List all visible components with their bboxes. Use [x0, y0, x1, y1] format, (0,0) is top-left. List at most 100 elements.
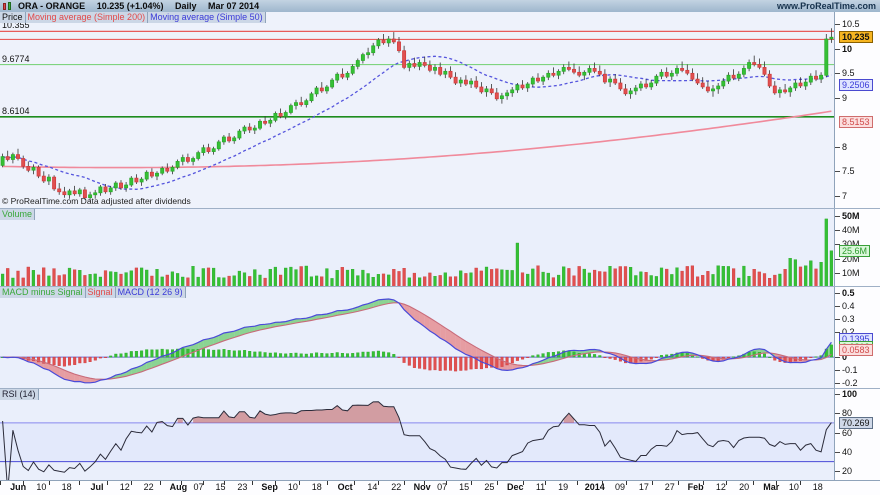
date-tick-mark	[576, 481, 578, 485]
axis-value-badge: 9.2506	[839, 79, 873, 92]
date-tick-mark	[625, 481, 627, 485]
axis-tick	[835, 471, 840, 473]
date-tick-mark	[251, 481, 253, 485]
date-tick-label: Jul	[90, 482, 104, 492]
axis-tick-label: 20M	[842, 253, 860, 264]
macd-plot-area[interactable]	[0, 287, 834, 388]
last-price: 10.235 (+1.04%)	[96, 1, 164, 11]
date-tick-label: 22	[391, 482, 402, 492]
legend-macd-line[interactable]: MACD (12 26 9)	[115, 287, 186, 298]
price-line-label: 8.6104	[1, 105, 31, 116]
date-tick-label: 09	[614, 482, 626, 492]
legend-volume[interactable]: Volume	[0, 209, 36, 220]
date-tick-label: 07	[193, 482, 204, 492]
date-tick-mark	[726, 481, 728, 485]
volume-panel: Volume 50M 40M 30M 20M 10M 25.6M	[0, 208, 880, 286]
date-tick-mark	[106, 481, 108, 485]
axis-tick	[835, 413, 840, 415]
date-tick-mark	[404, 481, 406, 485]
date-tick-mark	[48, 481, 50, 485]
axis-tick	[835, 272, 840, 274]
date-tick-mark	[799, 481, 801, 485]
chart-canvas	[0, 209, 834, 286]
copyright-note: © ProRealTime.com Data adjusted after di…	[2, 196, 191, 206]
price-axis[interactable]: 10.5 10 9.5 9 8 7.5 7 10.235 9.2506 8.5153	[834, 12, 880, 208]
axis-tick-label: 0.3	[842, 313, 855, 324]
chart-canvas	[0, 12, 834, 208]
axis-tick	[835, 258, 840, 260]
instrument-symbol: ORA - ORANGE	[18, 1, 86, 11]
timeframe-label: Daily	[175, 1, 197, 11]
axis-tick-label: 9	[842, 92, 848, 103]
date-tick-mark	[79, 481, 80, 485]
legend-price[interactable]: Price	[0, 12, 26, 23]
date-tick-mark	[298, 481, 300, 485]
axis-tick	[835, 306, 840, 308]
axis-tick	[835, 195, 840, 197]
axis-tick-label: 10M	[842, 267, 860, 278]
date-tick-label: Dec	[507, 482, 524, 492]
date-tick-label: 20	[739, 482, 750, 492]
axis-value-badge: 25.6M	[839, 244, 871, 257]
axis-tick-label: 0.2	[842, 326, 855, 337]
axis-tick	[835, 48, 840, 50]
date-tick-mark	[545, 481, 547, 485]
date-tick-label: 10	[287, 482, 298, 492]
axis-tick-label: 0	[842, 352, 848, 363]
date-tick-mark	[23, 481, 25, 485]
date-axis[interactable]: Jun 10 18 Jul 12 22 Aug 07 15 23 Sep 10 18 Oct 14 22 Nov…	[0, 480, 880, 495]
date-tick-label: 15	[215, 482, 226, 492]
date-tick-label: 18	[311, 482, 322, 492]
date-tick-mark	[702, 481, 704, 485]
date-tick-label: Aug	[169, 482, 188, 492]
axis-tick-label: 60	[842, 427, 853, 438]
rsi-axis[interactable]: 100 80 60 40 20 70.269	[834, 389, 880, 480]
date-tick-label: 15	[459, 482, 470, 492]
date-tick-mark	[651, 481, 653, 485]
axis-tick	[835, 73, 840, 75]
date-tick-mark	[471, 481, 473, 485]
axis-tick-label: 20	[842, 466, 853, 477]
rsi-plot-area[interactable]	[0, 389, 834, 480]
axis-tick-label: 0.5	[842, 288, 855, 299]
legend-ma200[interactable]: Moving average (Simple 200)	[25, 12, 149, 23]
axis-tick-label: 50M	[842, 211, 860, 222]
legend-rsi[interactable]: RSI (14)	[0, 389, 39, 400]
legend-macd-signal[interactable]: Signal	[85, 287, 116, 298]
date-tick-label: 2014	[584, 482, 605, 492]
legend-macd-hist[interactable]: MACD minus Signal	[0, 287, 86, 298]
axis-tick	[835, 293, 840, 295]
axis-tick	[835, 357, 840, 359]
date-tick-mark	[160, 481, 162, 485]
axis-tick-label: 9.5	[842, 68, 855, 79]
axis-tick-label: 7	[842, 190, 848, 201]
axis-tick	[835, 24, 840, 26]
macd-panel: MACD minus Signal Signal MACD (12 26 9) …	[0, 286, 880, 388]
axis-tick-label: 7.5	[842, 166, 855, 177]
axis-tick-label: 10.5	[842, 19, 860, 30]
price-line-label: 9.6774	[1, 53, 31, 64]
date-tick-label: 27	[664, 482, 675, 492]
volume-axis[interactable]: 50M 40M 30M 20M 10M 25.6M	[834, 209, 880, 286]
legend-ma50[interactable]: Moving average (Simple 50)	[148, 12, 266, 23]
axis-value-badge: 10.235	[839, 31, 873, 44]
date-tick-mark	[378, 481, 380, 485]
axis-tick-label: 100	[842, 388, 858, 399]
date-tick-label: Nov	[413, 482, 431, 492]
rsi-legend: RSI (14)	[0, 389, 39, 400]
date-tick-mark	[224, 481, 226, 485]
date-tick-mark	[602, 481, 603, 485]
axis-tick-label: 0.4	[842, 301, 855, 312]
price-plot-area[interactable]	[0, 12, 834, 208]
axis-tick	[835, 451, 840, 453]
axis-tick	[835, 331, 840, 333]
volume-plot-area[interactable]	[0, 209, 834, 286]
axis-tick	[835, 369, 840, 371]
date-tick-label: 25	[484, 482, 495, 492]
axis-tick-label: 10	[842, 43, 853, 54]
date-tick-label: 12	[119, 482, 130, 492]
quote-date: Mar 07 2014	[208, 1, 260, 11]
axis-tick-label: 40M	[842, 225, 860, 236]
date-tick-label: 19	[558, 482, 569, 492]
